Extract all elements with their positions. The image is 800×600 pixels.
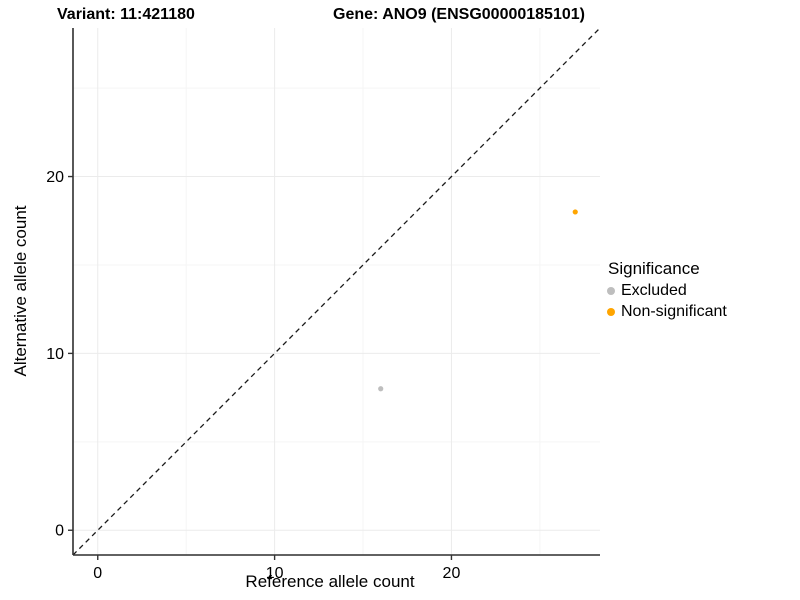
data-point-non-significant <box>572 209 578 215</box>
x-tick-label: 10 <box>266 565 284 582</box>
legend-item-non-significant: Non-significant <box>603 301 727 322</box>
x-tick-label: 20 <box>443 565 461 582</box>
y-tick-label: 10 <box>46 346 64 363</box>
x-axis-title: Reference allele count <box>245 572 415 591</box>
gene-title: Gene: ANO9 (ENSG00000185101) <box>333 6 585 23</box>
y-tick-label: 0 <box>55 523 64 540</box>
y-tick-label: 20 <box>46 169 64 186</box>
variant-title: Variant: 11:421180 <box>57 6 195 23</box>
legend-title: Significance <box>608 259 700 278</box>
data-point-excluded <box>378 386 384 392</box>
legend-item-label: Excluded <box>621 281 687 299</box>
legend-item-excluded: Excluded <box>603 280 727 301</box>
identity-line <box>72 27 601 556</box>
legend-item-label: Non-significant <box>621 302 727 320</box>
x-tick-label: 0 <box>93 565 102 582</box>
legend: Significance Excluded Non-significant <box>603 258 727 322</box>
excluded-dot-icon <box>607 286 615 295</box>
non-significant-dot-icon <box>607 307 615 316</box>
y-axis-title: Alternative allele count <box>11 205 30 377</box>
